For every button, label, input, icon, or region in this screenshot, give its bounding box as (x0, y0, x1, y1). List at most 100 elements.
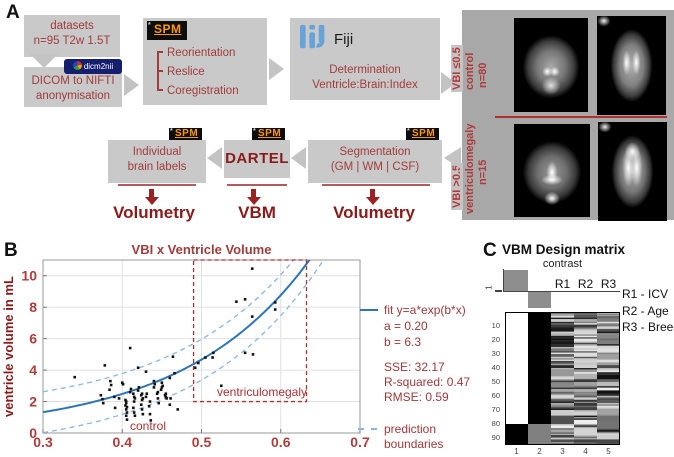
output-volumetry-1: Volumetry (113, 203, 195, 222)
spm-logo: SPM (252, 128, 286, 140)
fiji-logo-text: Fiji (334, 31, 354, 48)
regressor-header-r2: R2 (577, 277, 594, 291)
segmentation-box: Segmentation (GM | WM | CSF) (308, 140, 442, 183)
legend-a-value: a = 0.20 (384, 319, 428, 333)
design-matrix-row-label: 50 (491, 377, 500, 387)
step-coregistration: Coregistration (167, 85, 239, 97)
individual-line1: Individual (132, 146, 182, 158)
legend-boundary-line2: boundaries (384, 437, 444, 451)
dicom-line1: DICOM to NIFTI (31, 75, 115, 88)
legend-b-value: b = 6.3 (384, 335, 422, 349)
output-arrow-icon (145, 197, 159, 205)
design-matrix-row-label: 40 (491, 363, 500, 373)
y-tick-label: 10 (21, 268, 37, 284)
group-top-label: control (464, 52, 476, 90)
contrast-label: contrast (542, 258, 583, 270)
y-tick-label: 2 (29, 394, 37, 410)
fiji-logo-icon (300, 24, 325, 49)
contrast-row-label: 1 (484, 285, 494, 290)
fiji-line1: Determination (329, 64, 401, 76)
y-tick-label: 8 (29, 299, 37, 315)
contrast-axis-tick (495, 290, 502, 292)
vbi-top-label: VBI ≤0.5 (451, 45, 464, 92)
prediction-boundary-upper (43, 260, 295, 393)
y-tick-label: 4 (29, 362, 37, 378)
panel-b-label: B (4, 240, 18, 261)
mri-coronal-control-image (514, 18, 588, 112)
design-matrix-row-label: 70 (491, 405, 500, 415)
regressor-header-r1: R1 (554, 277, 571, 291)
design-matrix-title: VBM Design matrix (502, 242, 626, 257)
design-matrix-heatmap (505, 312, 620, 445)
mri-coronal-ventriculomegaly-image (514, 124, 590, 217)
design-matrix-col-R2-Age (574, 312, 597, 445)
arrow-down-datasets-to-dicom (30, 54, 58, 68)
contrast-axis-line (503, 269, 504, 292)
bracket-stub (157, 70, 163, 72)
segmentation-line2: (GM | WM | CSF) (330, 160, 420, 173)
datasets-box: datasets n=95 T2w 1.5T (24, 15, 120, 57)
underline (322, 184, 430, 186)
boundary-line-legend-icon (358, 428, 377, 430)
vbi-scatter-chart: 0.3 0.4 0.5 0.6 0.7 0 2 4 6 8 10 VBI x Ventricle Vo… (1, 242, 370, 450)
control-annotation: control (130, 419, 166, 433)
ventriculomegaly-annotation: ventriculomegaly (217, 385, 307, 399)
output-arrow-icon (251, 189, 256, 197)
design-matrix-row-label: 10 (491, 321, 500, 331)
design-matrix-col-group-control (505, 312, 528, 445)
ventriculomegaly-region-rect (192, 259, 308, 403)
step-reslice: Reslice (167, 66, 205, 78)
contrast-baseline (503, 291, 620, 292)
output-volumetry-2: Volumetry (333, 203, 415, 222)
design-matrix-row-label: 20 (491, 335, 500, 345)
individual-labels-box: Individual brain labels (108, 140, 206, 183)
design-matrix-col-label: 1 (514, 447, 519, 456)
bracket-stub (157, 89, 163, 91)
fiji-logo: Fiji (298, 22, 353, 57)
design-matrix-col-label: 3 (560, 447, 565, 456)
x-tick-label: 0.7 (350, 434, 370, 450)
legend-r3-breed: R3 - Breed (622, 320, 674, 334)
panel-a-label: A (6, 2, 20, 23)
spm-logo: SPM (406, 128, 440, 140)
n-bottom-label: n=15 (477, 159, 489, 185)
dicom-line2: anonymisation (35, 90, 111, 103)
legend-fit-label: fit y=a*exp(b*x) (384, 303, 466, 317)
underline (227, 184, 287, 186)
design-matrix-col-R3-Breed (597, 312, 620, 445)
contrast-cell-1 (504, 270, 528, 291)
x-tick-label: 0.3 (33, 434, 53, 450)
vbi-top-threshold: VBI ≤0.5 (451, 45, 463, 92)
output-arrow-icon (149, 189, 154, 197)
fit-line-legend-icon (360, 309, 378, 311)
design-matrix-row-label: 80 (491, 419, 500, 429)
design-matrix-row-label: 60 (491, 391, 500, 401)
legend-boundary-line1: prediction (384, 422, 437, 436)
underline (118, 184, 196, 186)
output-arrow-icon (247, 197, 261, 205)
fit-line (43, 260, 311, 414)
arrow-right-dicom-to-spm (124, 74, 139, 96)
datasets-line2: n=95 T2w 1.5T (33, 34, 111, 47)
mri-axial-control-image (597, 16, 666, 115)
design-matrix-border (505, 312, 620, 445)
contrast-bar: 1 (485, 269, 620, 309)
arrow-left-dartel-to-individual (207, 147, 222, 169)
group-bottom-label: ventriculomegaly (464, 123, 476, 214)
dicm2nii-label: dicm2nii (83, 62, 114, 71)
y-axis-label: ventricle volume in mL (1, 276, 16, 417)
y-tick-label: 0 (29, 425, 37, 441)
panel-c-label: C (483, 240, 497, 261)
dartel-box: DARTEL (224, 140, 290, 178)
gridlines (42, 260, 361, 434)
arrow-right-spm-to-fiji (269, 58, 284, 80)
dartel-title: DARTEL (225, 150, 289, 167)
datasets-line1: datasets (50, 20, 94, 32)
arrow-left-segmentation-to-dartel (291, 147, 306, 169)
design-matrix-row-label: 30 (491, 349, 500, 359)
stat-rmse: RMSE: 0.59 (384, 390, 449, 404)
stat-sse: SSE: 32.17 (384, 360, 445, 374)
spm-logo: SPM (169, 128, 203, 140)
x-tick-label: 0.5 (192, 434, 212, 450)
